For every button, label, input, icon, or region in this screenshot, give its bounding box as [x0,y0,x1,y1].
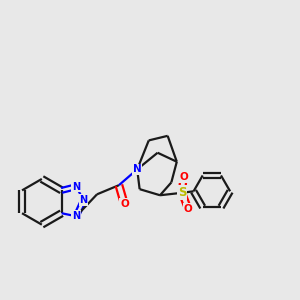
Text: N: N [72,182,80,192]
Text: O: O [120,199,129,209]
Text: O: O [184,204,192,214]
Text: N: N [80,195,88,205]
Text: N: N [133,164,142,174]
Text: N: N [72,211,80,221]
Text: O: O [179,172,188,182]
Text: S: S [178,186,186,199]
